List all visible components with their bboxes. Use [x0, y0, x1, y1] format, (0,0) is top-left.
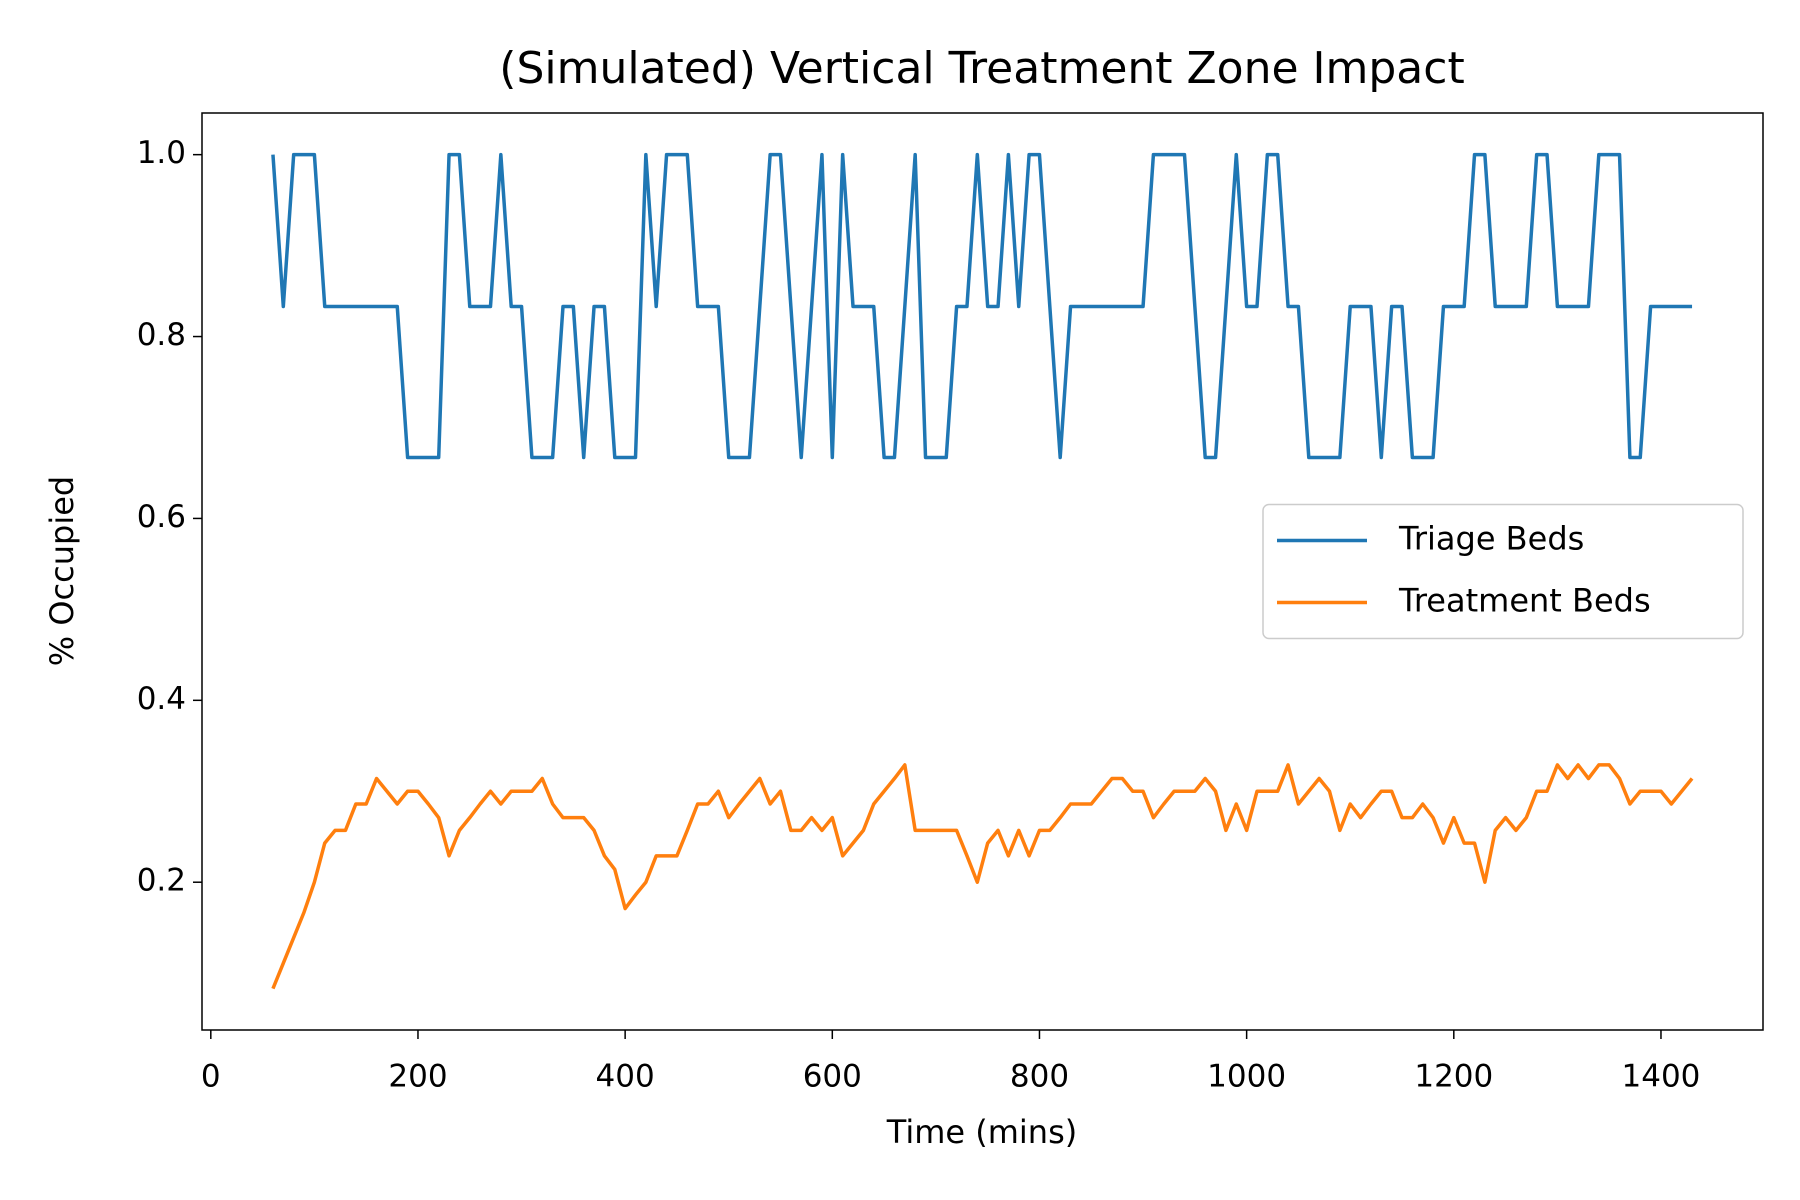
- legend-box: [1262, 503, 1744, 640]
- series-line: [271, 152, 1693, 460]
- legend: Triage Beds Treatment Beds: [1262, 503, 1744, 640]
- y-tick-label: 0.8: [137, 317, 186, 353]
- series-line: [271, 763, 1694, 990]
- y-tick-label: 0.4: [137, 681, 186, 717]
- legend-label: Treatment Beds: [1398, 582, 1651, 620]
- y-axis-label: % Occupied: [43, 476, 81, 666]
- x-tick-label: 800: [1010, 1059, 1069, 1095]
- chart-title: (Simulated) Vertical Treatment Zone Impa…: [499, 43, 1464, 94]
- plot-frame: [201, 112, 1764, 1031]
- y-tick-label: 0.6: [137, 499, 186, 535]
- legend-label: Triage Beds: [1398, 520, 1584, 558]
- x-tick-label: 0: [201, 1059, 221, 1095]
- x-axis-label: Time (mins): [886, 1113, 1077, 1151]
- y-tick-label: 0.2: [137, 863, 186, 899]
- x-tick-label: 400: [596, 1059, 655, 1095]
- x-tick-label: 200: [388, 1059, 447, 1095]
- y-tick-label: 1.0: [137, 135, 186, 171]
- x-tick-label: 1000: [1207, 1059, 1286, 1095]
- x-tick-label: 600: [803, 1059, 862, 1095]
- x-tick-label: 1400: [1622, 1059, 1701, 1095]
- x-tick-label: 1200: [1414, 1059, 1493, 1095]
